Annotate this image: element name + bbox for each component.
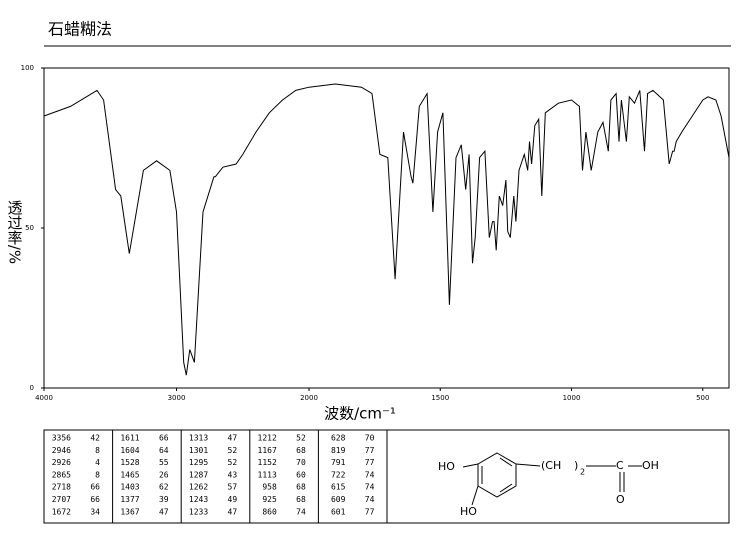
peak-transmittance: 57 <box>228 483 238 492</box>
peak-wavenumber: 1377 <box>120 495 139 504</box>
peak-transmittance: 66 <box>159 434 169 443</box>
structure-label: ) <box>574 459 578 472</box>
structure <box>462 452 642 506</box>
peak-wavenumber: 819 <box>331 446 346 455</box>
peak-transmittance: 42 <box>90 434 100 443</box>
peak-wavenumber: 1233 <box>189 507 208 516</box>
peak-transmittance: 49 <box>228 495 238 504</box>
peak-transmittance: 34 <box>90 507 100 516</box>
peak-wavenumber: 1167 <box>258 446 277 455</box>
peak-wavenumber: 1262 <box>189 483 208 492</box>
peak-wavenumber: 2946 <box>52 446 71 455</box>
peak-transmittance: 64 <box>159 446 169 455</box>
peak-transmittance: 74 <box>296 507 306 516</box>
spectrum-line <box>43 83 730 376</box>
peak-wavenumber: 1367 <box>120 507 139 516</box>
structure-label: HO <box>460 505 477 518</box>
peak-transmittance: 68 <box>296 446 306 455</box>
peak-wavenumber: 3356 <box>52 434 71 443</box>
structure-label: HO <box>438 460 455 473</box>
peak-wavenumber: 2718 <box>52 483 71 492</box>
peak-wavenumber: 1672 <box>52 507 71 516</box>
peak-transmittance: 74 <box>365 483 375 492</box>
peak-wavenumber: 1611 <box>120 434 139 443</box>
x-tick-label: 2000 <box>300 394 318 402</box>
peak-transmittance: 68 <box>296 483 306 492</box>
peak-wavenumber: 2926 <box>52 458 71 467</box>
peak-wavenumber: 722 <box>331 470 346 479</box>
peak-wavenumber: 609 <box>331 495 346 504</box>
peak-wavenumber: 1465 <box>120 470 139 479</box>
peak-transmittance: 77 <box>365 507 375 516</box>
peak-wavenumber: 628 <box>331 434 346 443</box>
peak-wavenumber: 601 <box>331 507 346 516</box>
peak-transmittance: 77 <box>365 458 375 467</box>
y-tick-label: 0 <box>30 384 34 392</box>
y-tick-label: 50 <box>25 224 34 232</box>
peak-wavenumber: 1243 <box>189 495 208 504</box>
y-axis-label: 透过率/% <box>6 200 24 264</box>
peak-wavenumber: 1403 <box>120 483 139 492</box>
peak-transmittance: 47 <box>228 434 238 443</box>
peak-wavenumber: 1301 <box>189 446 208 455</box>
peak-transmittance: 55 <box>159 458 169 467</box>
structure-label: 2 <box>580 468 585 477</box>
peak-wavenumber: 1113 <box>258 470 277 479</box>
peak-wavenumber: 1287 <box>189 470 208 479</box>
peak-transmittance: 52 <box>296 434 306 443</box>
peak-transmittance: 66 <box>90 483 100 492</box>
peak-transmittance: 60 <box>296 470 306 479</box>
x-tick-label: 3000 <box>168 394 186 402</box>
x-tick-label: 1000 <box>563 394 581 402</box>
structure-label: O <box>616 493 625 506</box>
peak-wavenumber: 791 <box>331 458 346 467</box>
peak-transmittance: 62 <box>159 483 169 492</box>
peak-wavenumber: 958 <box>262 483 277 492</box>
chart-title: 石蜡糊法 <box>48 20 112 39</box>
peak-transmittance: 43 <box>228 470 238 479</box>
peak-wavenumber: 615 <box>331 483 346 492</box>
peak-transmittance: 4 <box>95 458 100 467</box>
peak-transmittance: 47 <box>159 507 169 516</box>
peak-wavenumber: 1212 <box>258 434 277 443</box>
y-tick-label: 100 <box>21 64 34 72</box>
x-tick-label: 4000 <box>35 394 53 402</box>
structure-label: C <box>616 459 624 472</box>
peak-transmittance: 8 <box>95 470 100 479</box>
peak-wavenumber: 2865 <box>52 470 71 479</box>
peak-transmittance: 52 <box>228 446 238 455</box>
x-tick-label: 1500 <box>431 394 449 402</box>
structure-label: OH <box>642 459 659 472</box>
peak-wavenumber: 1295 <box>189 458 208 467</box>
peak-transmittance: 68 <box>296 495 306 504</box>
peak-transmittance: 66 <box>90 495 100 504</box>
x-tick-label: 500 <box>696 394 709 402</box>
peak-transmittance: 47 <box>228 507 238 516</box>
peak-transmittance: 74 <box>365 470 375 479</box>
peak-wavenumber: 1604 <box>120 446 139 455</box>
peak-wavenumber: 2707 <box>52 495 71 504</box>
peak-transmittance: 77 <box>365 446 375 455</box>
peak-wavenumber: 925 <box>262 495 277 504</box>
peak-transmittance: 26 <box>159 470 169 479</box>
peak-transmittance: 74 <box>365 495 375 504</box>
peak-wavenumber: 1528 <box>120 458 139 467</box>
peak-wavenumber: 1152 <box>258 458 277 467</box>
x-axis-label: 波数/cm⁻¹ <box>324 405 396 423</box>
peak-wavenumber: 1313 <box>189 434 208 443</box>
structure-label: (CH <box>541 459 561 472</box>
peak-transmittance: 8 <box>95 446 100 455</box>
plot-frame <box>43 67 730 389</box>
peak-transmittance: 70 <box>296 458 306 467</box>
peak-wavenumber: 860 <box>262 507 277 516</box>
peak-transmittance: 70 <box>365 434 375 443</box>
peak-transmittance: 52 <box>228 458 238 467</box>
peak-transmittance: 39 <box>159 495 169 504</box>
